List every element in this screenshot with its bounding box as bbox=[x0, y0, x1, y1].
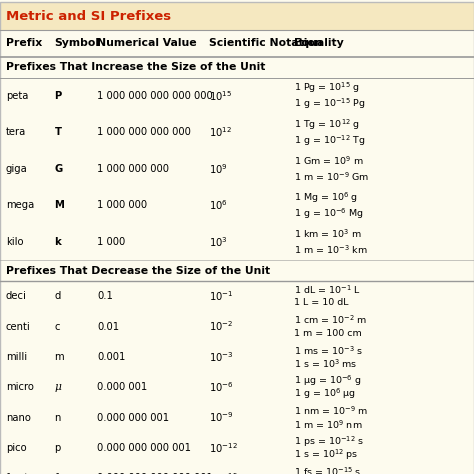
Text: d: d bbox=[55, 291, 61, 301]
Text: f: f bbox=[55, 473, 58, 474]
Text: 1 m = $10^{-9}$ Gm: 1 m = $10^{-9}$ Gm bbox=[294, 171, 369, 183]
Text: 1 Pg = $10^{15}$ g: 1 Pg = $10^{15}$ g bbox=[294, 81, 360, 95]
Text: mega: mega bbox=[6, 201, 34, 210]
Text: $10^{12}$: $10^{12}$ bbox=[209, 126, 231, 139]
Text: centi: centi bbox=[6, 321, 30, 332]
Text: 1 km = $10^{3}$ m: 1 km = $10^{3}$ m bbox=[294, 228, 362, 240]
Text: Equality: Equality bbox=[294, 38, 344, 48]
Text: 1 μg = $10^{-6}$ g: 1 μg = $10^{-6}$ g bbox=[294, 374, 361, 388]
Text: 1 Mg = $10^{6}$ g: 1 Mg = $10^{6}$ g bbox=[294, 190, 358, 205]
Text: $10^{-3}$: $10^{-3}$ bbox=[209, 350, 233, 364]
Text: 0.000 001: 0.000 001 bbox=[97, 382, 147, 392]
Text: 1 g = $10^{-6}$ Mg: 1 g = $10^{-6}$ Mg bbox=[294, 206, 364, 221]
Text: 1 ms = $10^{-3}$ s: 1 ms = $10^{-3}$ s bbox=[294, 344, 363, 356]
Text: 1 g = $10^{-12}$ Tg: 1 g = $10^{-12}$ Tg bbox=[294, 133, 365, 148]
Text: Prefix: Prefix bbox=[6, 38, 42, 48]
Text: 1 s = $10^{3}$ ms: 1 s = $10^{3}$ ms bbox=[294, 357, 357, 370]
Text: P: P bbox=[55, 91, 62, 101]
Text: Symbol: Symbol bbox=[55, 38, 100, 48]
Text: 1 fs = $10^{-15}$ s: 1 fs = $10^{-15}$ s bbox=[294, 465, 361, 474]
Text: m: m bbox=[55, 352, 64, 362]
Text: n: n bbox=[55, 412, 61, 423]
Text: 1 s = $10^{12}$ ps: 1 s = $10^{12}$ ps bbox=[294, 447, 358, 462]
Text: 1 Gm = $10^{9}$ m: 1 Gm = $10^{9}$ m bbox=[294, 155, 364, 167]
Text: giga: giga bbox=[6, 164, 27, 174]
Text: 1 ps = $10^{-12}$ s: 1 ps = $10^{-12}$ s bbox=[294, 434, 364, 448]
Text: Prefixes That Decrease the Size of the Unit: Prefixes That Decrease the Size of the U… bbox=[6, 265, 270, 276]
Text: 1 000 000 000 000: 1 000 000 000 000 bbox=[97, 128, 191, 137]
Text: $10^{-6}$: $10^{-6}$ bbox=[209, 380, 233, 394]
Text: $10^{-2}$: $10^{-2}$ bbox=[209, 319, 233, 334]
Text: 0.000 000 001: 0.000 000 001 bbox=[97, 412, 169, 423]
Text: 1 Tg = $10^{12}$ g: 1 Tg = $10^{12}$ g bbox=[294, 117, 360, 132]
Text: 1 m = $10^{-3}$ km: 1 m = $10^{-3}$ km bbox=[294, 244, 367, 256]
Text: $10^{-1}$: $10^{-1}$ bbox=[209, 289, 233, 303]
Text: p: p bbox=[55, 443, 61, 453]
Text: M: M bbox=[55, 201, 64, 210]
Text: 1 nm = $10^{-9}$ m: 1 nm = $10^{-9}$ m bbox=[294, 405, 368, 417]
Text: tera: tera bbox=[6, 128, 26, 137]
Text: Prefixes That Increase the Size of the Unit: Prefixes That Increase the Size of the U… bbox=[6, 62, 265, 73]
Text: k: k bbox=[55, 237, 61, 247]
Text: c: c bbox=[55, 321, 60, 332]
Text: micro: micro bbox=[6, 382, 34, 392]
Text: G: G bbox=[55, 164, 63, 174]
Text: $10^{9}$: $10^{9}$ bbox=[209, 162, 228, 176]
Text: Metric and SI Prefixes: Metric and SI Prefixes bbox=[6, 9, 171, 23]
Text: nano: nano bbox=[6, 412, 30, 423]
Text: $10^{-15}$: $10^{-15}$ bbox=[209, 471, 237, 474]
Text: 0.000 000 000 000 001: 0.000 000 000 000 001 bbox=[97, 473, 213, 474]
Text: pico: pico bbox=[6, 443, 27, 453]
Text: milli: milli bbox=[6, 352, 27, 362]
Text: 0.000 000 000 001: 0.000 000 000 001 bbox=[97, 443, 191, 453]
Text: 1 g = $10^{6}$ μg: 1 g = $10^{6}$ μg bbox=[294, 387, 356, 401]
Text: Scientific Notation: Scientific Notation bbox=[209, 38, 322, 48]
Text: 1 000: 1 000 bbox=[97, 237, 126, 247]
Text: 1 000 000 000: 1 000 000 000 bbox=[97, 164, 169, 174]
Text: 1 dL = $10^{-1}$ L: 1 dL = $10^{-1}$ L bbox=[294, 283, 361, 296]
Text: 1 m = 100 cm: 1 m = 100 cm bbox=[294, 329, 362, 338]
Text: μ: μ bbox=[55, 382, 62, 392]
Text: $10^{-9}$: $10^{-9}$ bbox=[209, 410, 233, 425]
Text: 0.01: 0.01 bbox=[97, 321, 119, 332]
Text: 1 m = $10^{9}$ nm: 1 m = $10^{9}$ nm bbox=[294, 418, 362, 430]
Text: T: T bbox=[55, 128, 62, 137]
Text: $10^{3}$: $10^{3}$ bbox=[209, 235, 228, 249]
Text: 0.001: 0.001 bbox=[97, 352, 126, 362]
Text: 0.1: 0.1 bbox=[97, 291, 113, 301]
Text: deci: deci bbox=[6, 291, 27, 301]
Text: $10^{15}$: $10^{15}$ bbox=[209, 89, 232, 103]
Text: kilo: kilo bbox=[6, 237, 23, 247]
Bar bbox=[0, 2, 474, 30]
Text: 1 cm = $10^{-2}$ m: 1 cm = $10^{-2}$ m bbox=[294, 314, 367, 326]
Text: $10^{-12}$: $10^{-12}$ bbox=[209, 441, 237, 455]
Text: 1 g = $10^{-15}$ Pg: 1 g = $10^{-15}$ Pg bbox=[294, 97, 365, 111]
Text: $10^{6}$: $10^{6}$ bbox=[209, 199, 228, 212]
Text: 1 000 000: 1 000 000 bbox=[97, 201, 147, 210]
Text: femto: femto bbox=[6, 473, 35, 474]
Text: 1 L = 10 dL: 1 L = 10 dL bbox=[294, 299, 348, 308]
Text: peta: peta bbox=[6, 91, 28, 101]
Text: Numerical Value: Numerical Value bbox=[97, 38, 197, 48]
Text: 1 000 000 000 000 000: 1 000 000 000 000 000 bbox=[97, 91, 213, 101]
